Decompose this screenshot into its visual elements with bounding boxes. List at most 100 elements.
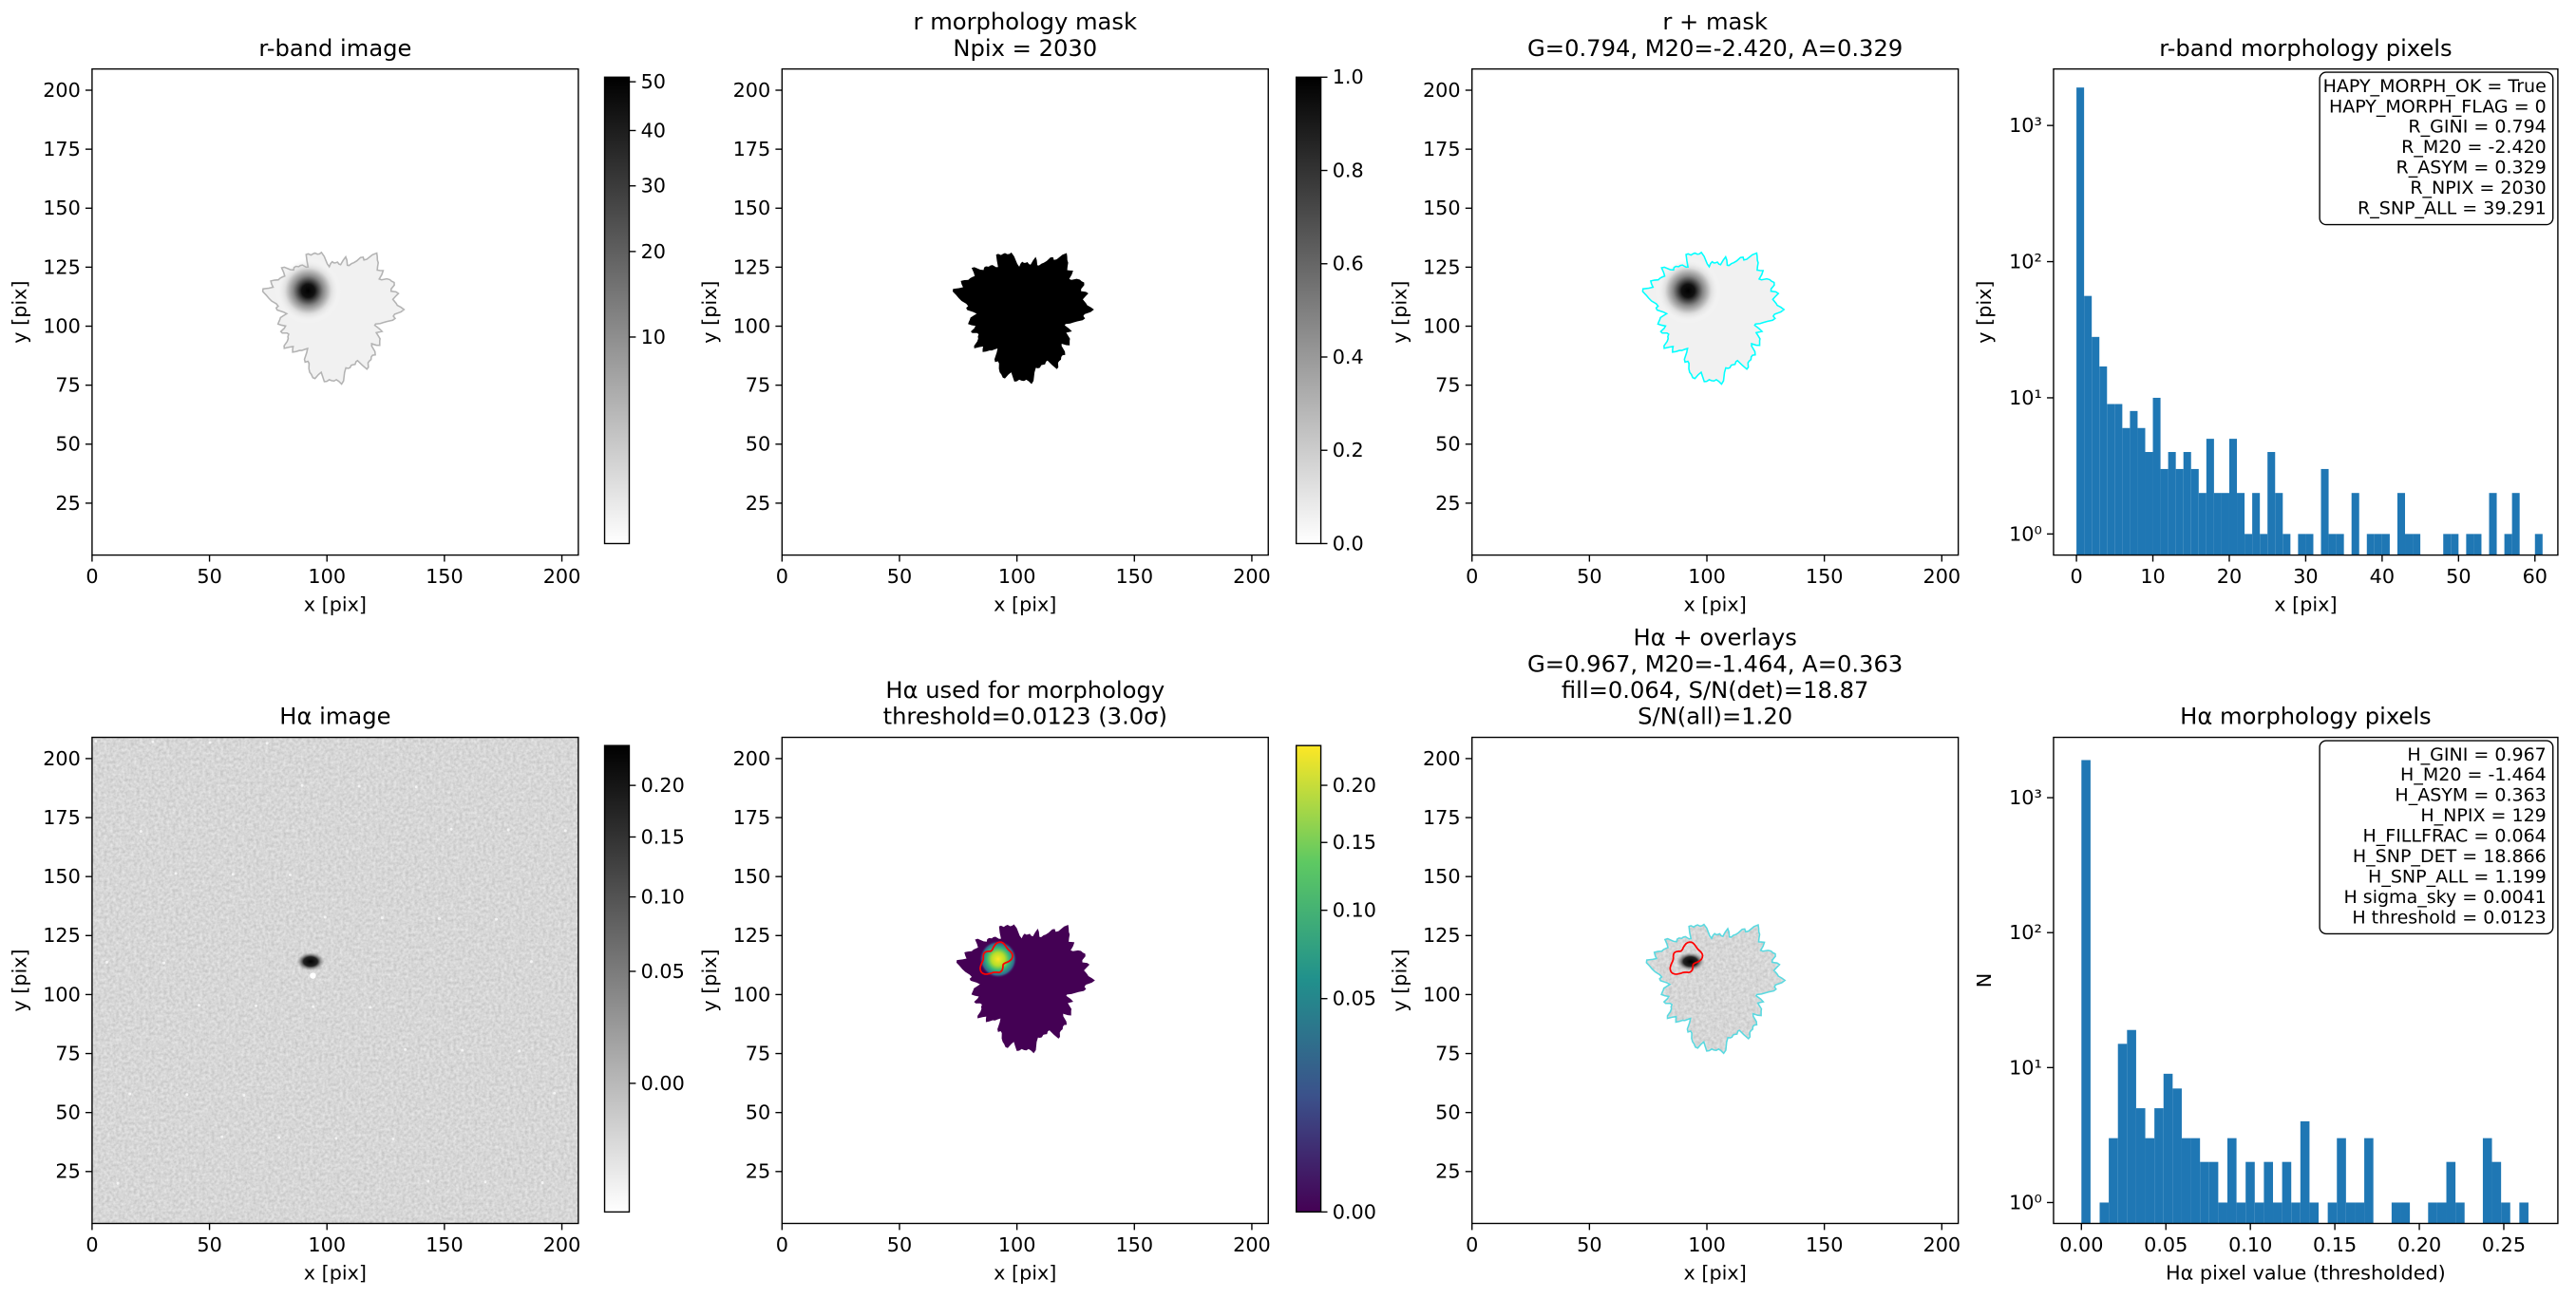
- x-tick-label: 200: [1233, 565, 1271, 588]
- panel-title: fill=0.064, S/N(det)=18.87: [1562, 677, 1868, 704]
- y-tick-label: 200: [43, 79, 81, 102]
- bar: [2309, 1202, 2320, 1224]
- stats-line: H_SNP_ALL = 1.199: [2368, 866, 2547, 887]
- bar: [2092, 336, 2100, 555]
- bar: [2114, 404, 2123, 555]
- plot-area: [953, 252, 1094, 385]
- speckle: [414, 785, 418, 789]
- colorbar: [1295, 76, 1322, 545]
- speckle: [529, 960, 533, 964]
- stats-line: H_ASYM = 0.363: [2395, 785, 2546, 806]
- colorbar-tick-label: 0.15: [1333, 831, 1376, 854]
- bar: [2443, 534, 2452, 555]
- panel-title: r-band morphology pixels: [2159, 35, 2452, 62]
- colorbar-tick-label: 0.05: [641, 960, 685, 983]
- bar: [2122, 427, 2131, 555]
- bar: [2117, 1044, 2128, 1224]
- bar: [2364, 1138, 2374, 1224]
- bar: [2328, 534, 2337, 555]
- y-tick-label: 175: [43, 806, 81, 829]
- x-tick-label: 0: [85, 565, 98, 588]
- x-tick-label: 0: [776, 565, 788, 588]
- axes-frame: [1471, 67, 1960, 556]
- bar: [2263, 1161, 2274, 1224]
- x-tick-label: 0: [776, 1233, 788, 1256]
- source-hole: [310, 972, 316, 979]
- x-tick-label: 0.05: [2144, 1233, 2188, 1256]
- y-tick-label: 25: [746, 492, 770, 515]
- bar: [2381, 534, 2390, 555]
- x-tick-label: 50: [2446, 565, 2471, 588]
- y-tick-label: 100: [733, 983, 771, 1006]
- noise: [91, 737, 578, 1224]
- y-tick-label: 100: [1423, 983, 1461, 1006]
- speckle: [357, 784, 361, 788]
- bar: [2455, 1202, 2465, 1224]
- y-tick-label: 200: [1423, 79, 1461, 102]
- mask-contour: [1645, 923, 1787, 1055]
- axes-frame: [91, 736, 579, 1225]
- y-tick-label: 50: [1435, 1101, 1460, 1124]
- colorbar-tick-label: 0.10: [641, 886, 685, 909]
- x-tick-label: 0.10: [2228, 1233, 2272, 1256]
- x-tick-label: 0.20: [2397, 1233, 2441, 1256]
- x-axis-label: x [pix]: [304, 593, 367, 615]
- bar: [2534, 534, 2543, 555]
- mask: [953, 252, 1094, 385]
- bar: [2413, 534, 2421, 555]
- stats-line: R_GINI = 0.794: [2408, 117, 2546, 138]
- x-tick-label: 150: [426, 565, 464, 588]
- y-tick-label: 150: [43, 197, 81, 219]
- speckle: [563, 829, 567, 833]
- x-tick-label: 150: [1115, 565, 1153, 588]
- y-tick-label: 10²: [2009, 250, 2042, 273]
- y-axis-label: y [pix]: [1389, 949, 1411, 1011]
- bar: [2260, 534, 2268, 555]
- y-tick-label: 75: [1435, 1042, 1460, 1064]
- colorbar: [603, 76, 631, 545]
- bar: [2351, 493, 2359, 555]
- bar: [2076, 87, 2085, 555]
- stats-line: H_NPIX = 129: [2420, 805, 2546, 826]
- bar: [2482, 1138, 2492, 1224]
- speckle: [323, 915, 327, 919]
- y-tick-label: 25: [1435, 492, 1460, 515]
- bar: [2218, 1202, 2227, 1224]
- y-tick-label: 10³: [2009, 114, 2042, 137]
- speckle: [553, 1091, 557, 1095]
- y-tick-label: 150: [1423, 197, 1461, 219]
- x-axis-label: Hα pixel value (thresholded): [2166, 1261, 2446, 1284]
- stats-line: H_FILLFRAC = 0.064: [2362, 826, 2546, 847]
- y-tick-label: 125: [1423, 924, 1461, 947]
- y-axis-label: y [pix]: [9, 949, 31, 1011]
- colorbar-tick-label: 0.20: [641, 774, 685, 797]
- speckle: [220, 1135, 224, 1138]
- bar: [2245, 1161, 2255, 1224]
- bar: [2275, 493, 2283, 555]
- speckle: [506, 828, 510, 832]
- y-axis-label: y [pix]: [1973, 280, 1996, 343]
- x-axis-label: x [pix]: [1684, 593, 1747, 615]
- bar: [2327, 1202, 2338, 1224]
- speckle: [483, 1180, 487, 1184]
- bar: [2355, 1202, 2365, 1224]
- stats-line: R_NPIX = 2030: [2410, 178, 2546, 198]
- speckle: [369, 1006, 372, 1009]
- x-tick-label: 0.15: [2313, 1233, 2357, 1256]
- x-tick-label: 0: [1466, 565, 1478, 588]
- stats-line: H sigma_sky = 0.0041: [2343, 887, 2546, 908]
- bar: [2084, 295, 2093, 555]
- x-tick-label: 50: [197, 565, 221, 588]
- speckle: [461, 1048, 464, 1052]
- source-core: [1676, 951, 1705, 971]
- stats-line: H threshold = 0.0123: [2352, 907, 2546, 928]
- x-tick-label: 100: [308, 1233, 346, 1256]
- panel: r-band morphology pixels 0 10 20 30 40 50 60 10⁰…: [1973, 35, 2559, 615]
- bar: [2504, 534, 2512, 555]
- bar: [2160, 468, 2169, 555]
- colorbar-tick-label: 0.20: [1333, 774, 1376, 797]
- bar: [2345, 1202, 2356, 1224]
